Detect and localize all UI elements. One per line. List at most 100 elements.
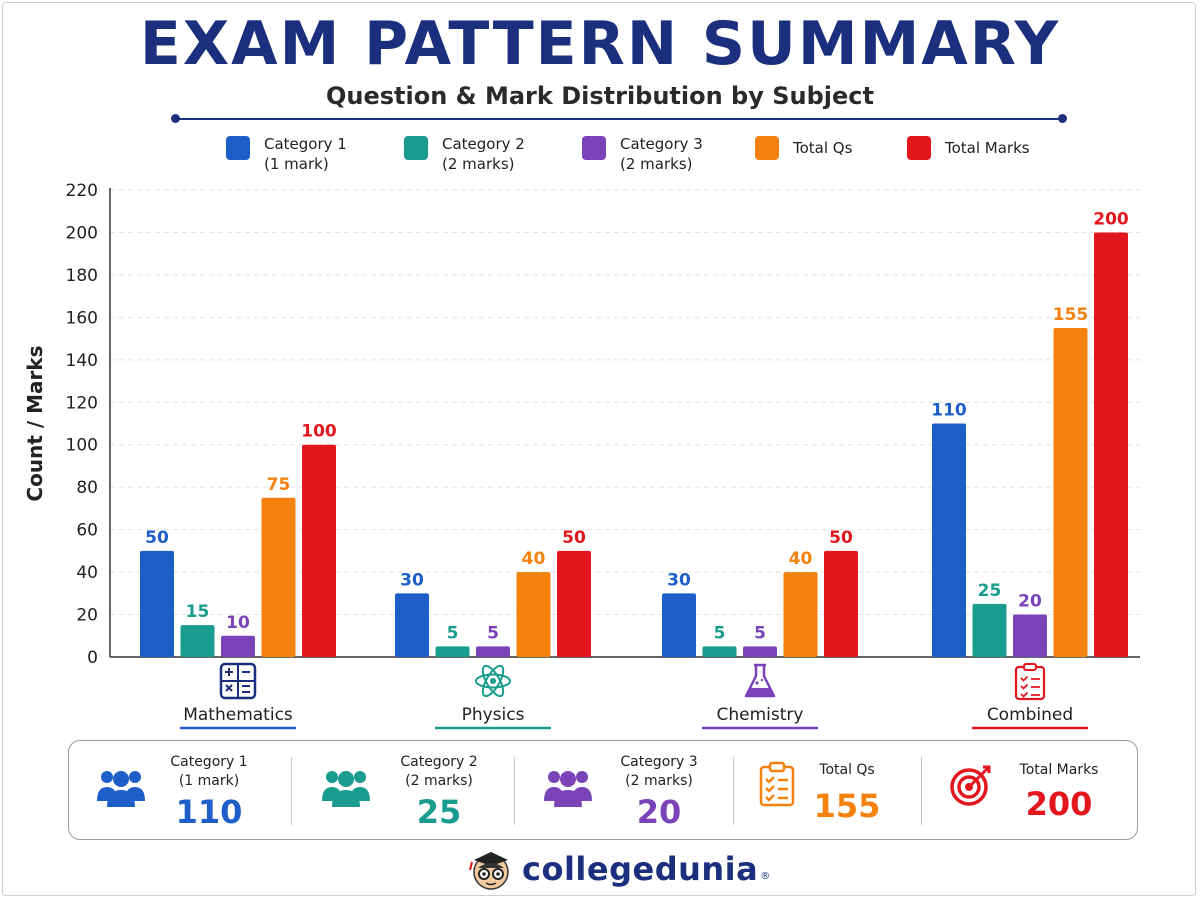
summary-value: 20 [636,793,682,831]
legend-swatch [404,136,428,160]
page-title: EXAM PATTERN SUMMARY [139,9,1061,79]
summary-value: 110 [175,793,243,831]
bar [516,572,551,657]
summary-divider [291,757,292,825]
summary-label: Category 1 (1 mark) [170,754,248,789]
brand-logo: collegedunia ® [468,842,770,896]
y-tick-label: 60 [76,521,98,541]
bar-value-label: 5 [754,623,766,643]
bar-value-label: 40 [789,549,813,569]
legend-swatch [907,136,931,160]
bar-value-label: 200 [1093,209,1129,229]
brand-name: collegedunia [522,850,759,888]
bar-value-label: 20 [1018,592,1042,612]
users-icon [544,765,592,813]
summary-label: Category 2 (2 marks) [400,754,478,789]
bar [557,550,591,657]
bar [180,625,215,657]
y-tick-label: 200 [66,223,98,243]
rule-dot-left [171,114,180,123]
chart-legend: Category 1 (1 mark) Category 2 (2 marks) C… [0,134,1200,180]
legend-swatch [226,136,250,160]
legend-swatch [582,136,606,160]
bar-value-label: 10 [226,613,250,633]
summary-divider [514,757,515,825]
bar-value-label: 155 [1053,305,1089,325]
bar [261,497,296,657]
bar [435,646,470,657]
bar [1013,614,1047,657]
y-tick-label: 80 [76,478,98,498]
bar [1053,327,1088,657]
category-label: Combined [987,705,1073,725]
bar [783,572,818,657]
bar [221,635,255,657]
legend-item-category-1: Category 1 (1 mark) [226,134,347,174]
bar-value-label: 30 [667,570,691,590]
legend-item-total-marks: Total Marks [907,134,1030,160]
legend-sub: (1 mark) [264,155,329,173]
legend-item-total-qs: Total Qs [755,134,852,160]
bar [743,646,777,657]
bar-chart: 0 20 40 60 80 100 120 140 160 180 200 220 Count / Ma… [23,181,1140,730]
summary-label: Total Qs [819,762,875,778]
bar-value-label: 40 [522,549,546,569]
y-tick-label: 0 [87,648,98,668]
bar [302,444,336,657]
summary-divider [733,757,734,825]
legend-label: Category 1 [264,135,347,153]
legend-label: Total Marks [945,139,1030,157]
bar-value-label: 30 [400,570,424,590]
bar-value-label: 75 [267,475,291,495]
bar-value-label: 110 [931,401,967,421]
y-axis-label: Count / Marks [23,345,47,501]
bar [395,593,429,657]
brand-registered: ® [760,870,771,882]
y-tick-label: 20 [76,606,98,626]
y-tick-label: 100 [66,436,98,456]
summary-label: Total Marks [1019,762,1099,778]
bar [1094,232,1128,658]
category-label: Physics [462,705,525,725]
legend-label: Total Qs [793,139,853,157]
y-tick-label: 180 [66,266,98,286]
bar-value-label: 15 [186,602,210,622]
bar-value-label: 50 [829,528,853,548]
calculator-icon [219,662,257,700]
y-tick-label: 120 [66,393,98,413]
users-icon [322,765,370,813]
bar-value-label: 5 [447,623,459,643]
bar [476,646,510,657]
bar-value-label: 5 [714,623,726,643]
legend-swatch [755,136,779,160]
y-tick-label: 220 [66,181,98,201]
category-label: Mathematics [183,705,293,725]
bar-value-label: 25 [978,581,1002,601]
summary-value: 25 [416,793,462,831]
bar-value-label: 50 [145,528,169,548]
bar [932,423,966,657]
category-label: Chemistry [717,705,804,725]
users-icon [97,765,145,813]
clipboard-icon [1014,663,1046,701]
legend-label: Category 3 [620,135,703,153]
summary-divider [921,757,922,825]
rule-dot-right [1058,114,1067,123]
summary-value: 155 [813,787,881,825]
bar-value-label: 5 [487,623,499,643]
title-rule [176,118,1062,120]
y-tick-label: 140 [66,351,98,371]
bar [140,550,174,657]
bar [972,603,1007,657]
summary-value: 200 [1025,785,1093,823]
bar-value-label: 100 [301,422,337,442]
mascot-icon [469,852,509,890]
legend-sub: (2 marks) [442,155,515,173]
summary-label: Category 3 (2 marks) [620,754,698,789]
legend-sub: (2 marks) [620,155,693,173]
bar-value-label: 50 [562,528,586,548]
bar [824,550,858,657]
bar [702,646,737,657]
flask-icon [744,663,776,698]
